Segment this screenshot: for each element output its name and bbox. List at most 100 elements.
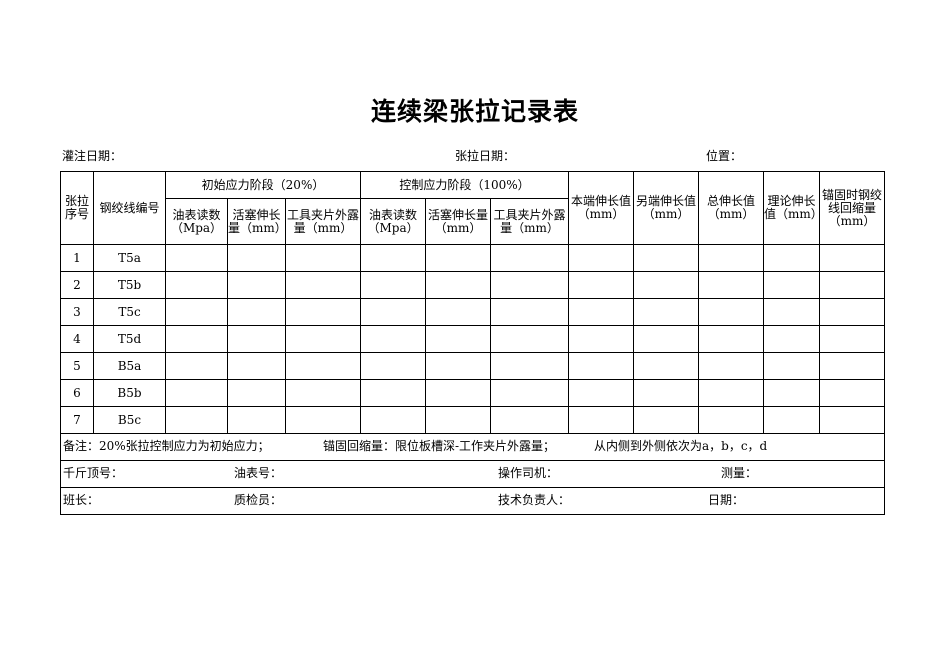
entry-cell[interactable] [425,406,492,434]
entry-cell[interactable] [165,244,228,272]
entry-cell[interactable] [698,379,765,407]
entry-cell[interactable] [490,379,570,407]
strand-cell: T5a [93,244,166,272]
entry-cell[interactable] [165,352,228,380]
entry-cell[interactable] [284,271,362,299]
strand-cell: B5b [93,379,166,407]
entry-cell[interactable] [165,271,228,299]
entry-cell[interactable] [763,271,821,299]
entry-cell[interactable] [819,352,886,380]
entry-cell[interactable] [165,298,228,326]
jack-no-label: 千斤顶号： [63,466,124,480]
entry-cell[interactable] [165,325,228,353]
entry-cell[interactable] [568,406,635,434]
operator-label: 操作司机： [498,466,559,480]
entry-cell[interactable] [360,325,427,353]
entry-cell[interactable] [227,352,286,380]
entry-cell[interactable] [819,325,886,353]
entry-cell[interactable] [227,325,286,353]
header-seq: 张拉序号 [60,171,94,245]
position-label: 位置： [706,149,743,163]
entry-cell[interactable] [633,298,700,326]
entry-cell[interactable] [360,271,427,299]
entry-cell[interactable] [819,298,886,326]
entry-cell[interactable] [568,244,635,272]
entry-cell[interactable] [425,352,492,380]
entry-cell[interactable] [698,244,765,272]
entry-cell[interactable] [227,244,286,272]
entry-cell[interactable] [490,271,570,299]
entry-cell[interactable] [425,379,492,407]
entry-cell[interactable] [633,406,700,434]
entry-cell[interactable] [360,406,427,434]
seq-cell: 5 [60,352,94,380]
entry-cell[interactable] [165,406,228,434]
entry-cell[interactable] [425,325,492,353]
entry-cell[interactable] [227,298,286,326]
entry-cell[interactable] [633,379,700,407]
entry-cell[interactable] [425,244,492,272]
entry-cell[interactable] [165,379,228,407]
seq-cell: 1 [60,244,94,272]
entry-cell[interactable] [227,271,286,299]
tech-lead-label: 技术负责人： [498,493,571,507]
entry-cell[interactable] [490,298,570,326]
signature-row-2: 班长： 质检员： 技术负责人： 日期： [59,487,886,515]
header-tool-clip-initial: 工具夹片外露量（mm） [284,198,362,245]
pour-date-label: 灌注日期： [62,149,123,163]
entry-cell[interactable] [490,352,570,380]
entry-cell[interactable] [425,298,492,326]
entry-cell[interactable] [698,298,765,326]
entry-cell[interactable] [763,325,821,353]
entry-cell[interactable] [284,379,362,407]
entry-cell[interactable] [763,406,821,434]
entry-cell[interactable] [763,244,821,272]
entry-cell[interactable] [698,352,765,380]
header-piston-ext-control: 活塞伸长量（mm） [425,198,492,245]
entry-cell[interactable] [763,298,821,326]
entry-cell[interactable] [633,244,700,272]
inspector-label: 质检员： [234,493,283,507]
entry-cell[interactable] [284,352,362,380]
retraction-note: 锚固回缩量：限位板槽深-工作夹片外露量； [323,439,556,453]
table-row: 7 B5c [60,406,886,434]
entry-cell[interactable] [819,406,886,434]
entry-cell[interactable] [819,244,886,272]
date-label: 日期： [708,493,745,507]
entry-cell[interactable] [633,271,700,299]
entry-cell[interactable] [284,244,362,272]
entry-cell[interactable] [490,325,570,353]
entry-cell[interactable] [568,325,635,353]
entry-cell[interactable] [360,298,427,326]
entry-cell[interactable] [568,298,635,326]
remark-note: 备注：20%张拉控制应力为初始应力； [63,439,270,453]
entry-cell[interactable] [819,379,886,407]
strand-cell: B5a [93,352,166,380]
header-gauge-reading-initial: 油表读数（Mpa） [165,198,228,245]
entry-cell[interactable] [360,379,427,407]
entry-cell[interactable] [490,406,570,434]
entry-cell[interactable] [698,325,765,353]
entry-cell[interactable] [568,271,635,299]
entry-cell[interactable] [568,379,635,407]
team-leader-label: 班长： [63,493,100,507]
entry-cell[interactable] [425,271,492,299]
entry-cell[interactable] [819,271,886,299]
entry-cell[interactable] [698,406,765,434]
entry-cell[interactable] [284,406,362,434]
entry-cell[interactable] [284,325,362,353]
entry-cell[interactable] [698,271,765,299]
entry-cell[interactable] [633,325,700,353]
entry-cell[interactable] [227,379,286,407]
entry-cell[interactable] [568,352,635,380]
entry-cell[interactable] [633,352,700,380]
entry-cell[interactable] [360,352,427,380]
entry-cell[interactable] [227,406,286,434]
entry-cell[interactable] [763,379,821,407]
entry-cell[interactable] [763,352,821,380]
header-anchor-retraction: 锚固时钢绞线回缩量（mm） [819,171,886,245]
table-row: 4 T5d [60,325,886,353]
entry-cell[interactable] [284,298,362,326]
entry-cell[interactable] [490,244,570,272]
entry-cell[interactable] [360,244,427,272]
